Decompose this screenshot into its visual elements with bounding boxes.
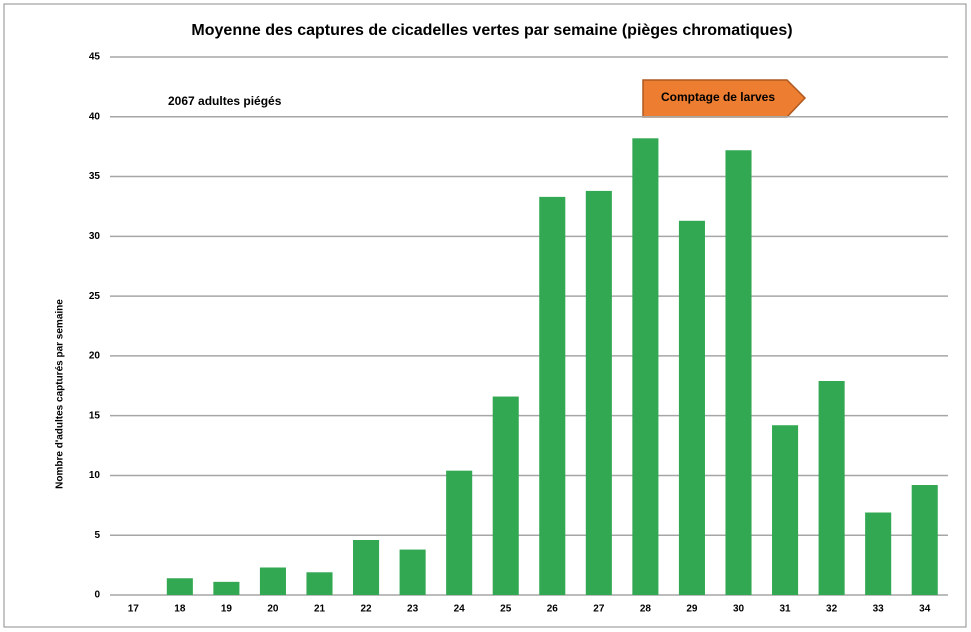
x-tick-label: 23 <box>407 604 419 615</box>
x-tick-label: 24 <box>454 604 466 615</box>
chart-border <box>3 3 967 628</box>
bar <box>492 396 519 595</box>
x-tick-label: 21 <box>314 604 326 615</box>
bar <box>585 190 612 595</box>
bar <box>399 549 426 595</box>
y-tick-label: 15 <box>89 410 101 421</box>
y-tick-label: 0 <box>94 590 100 601</box>
bar <box>306 572 333 595</box>
y-tick-label: 10 <box>89 470 101 481</box>
bar <box>632 138 659 595</box>
bar <box>166 578 193 595</box>
x-tick-label: 29 <box>686 604 698 615</box>
bar <box>725 150 752 595</box>
y-tick-label: 25 <box>89 291 101 302</box>
x-tick-label: 20 <box>267 604 279 615</box>
y-axis-label: Nombre d'adultes capturés par semaine <box>55 299 66 489</box>
annotation: 2067 adultes piégés <box>168 94 282 108</box>
x-tick-label: 33 <box>873 604 885 615</box>
x-tick-label: 28 <box>640 604 652 615</box>
y-tick-label: 40 <box>89 111 101 122</box>
bar <box>539 196 566 595</box>
bar <box>818 380 845 595</box>
x-tick-label: 26 <box>547 604 559 615</box>
bar <box>446 470 473 595</box>
x-tick-label: 34 <box>919 604 931 615</box>
y-tick-label: 5 <box>94 530 100 541</box>
y-tick-label: 35 <box>89 171 101 182</box>
x-tick-label: 27 <box>593 604 605 615</box>
arrow-shape <box>642 79 807 118</box>
x-tick-label: 32 <box>826 604 838 615</box>
x-tick-label: 30 <box>733 604 745 615</box>
x-tick-label: 19 <box>221 604 233 615</box>
x-tick-label: 17 <box>128 604 140 615</box>
y-tick-label: 20 <box>89 351 101 362</box>
bar <box>259 567 286 595</box>
bar <box>772 425 799 595</box>
x-tick-label: 22 <box>360 604 372 615</box>
bar <box>865 512 892 595</box>
bar <box>678 220 705 595</box>
chart-title: Moyenne des captures de cicadelles verte… <box>191 22 792 39</box>
x-tick-label: 18 <box>174 604 186 615</box>
bar <box>213 581 240 595</box>
x-tick-label: 25 <box>500 604 512 615</box>
bar <box>911 485 938 595</box>
annotation: Comptage de larves <box>661 90 775 104</box>
x-tick-label: 31 <box>779 604 791 615</box>
bar <box>353 540 380 595</box>
y-tick-label: 45 <box>89 52 101 63</box>
y-tick-label: 30 <box>89 231 101 242</box>
